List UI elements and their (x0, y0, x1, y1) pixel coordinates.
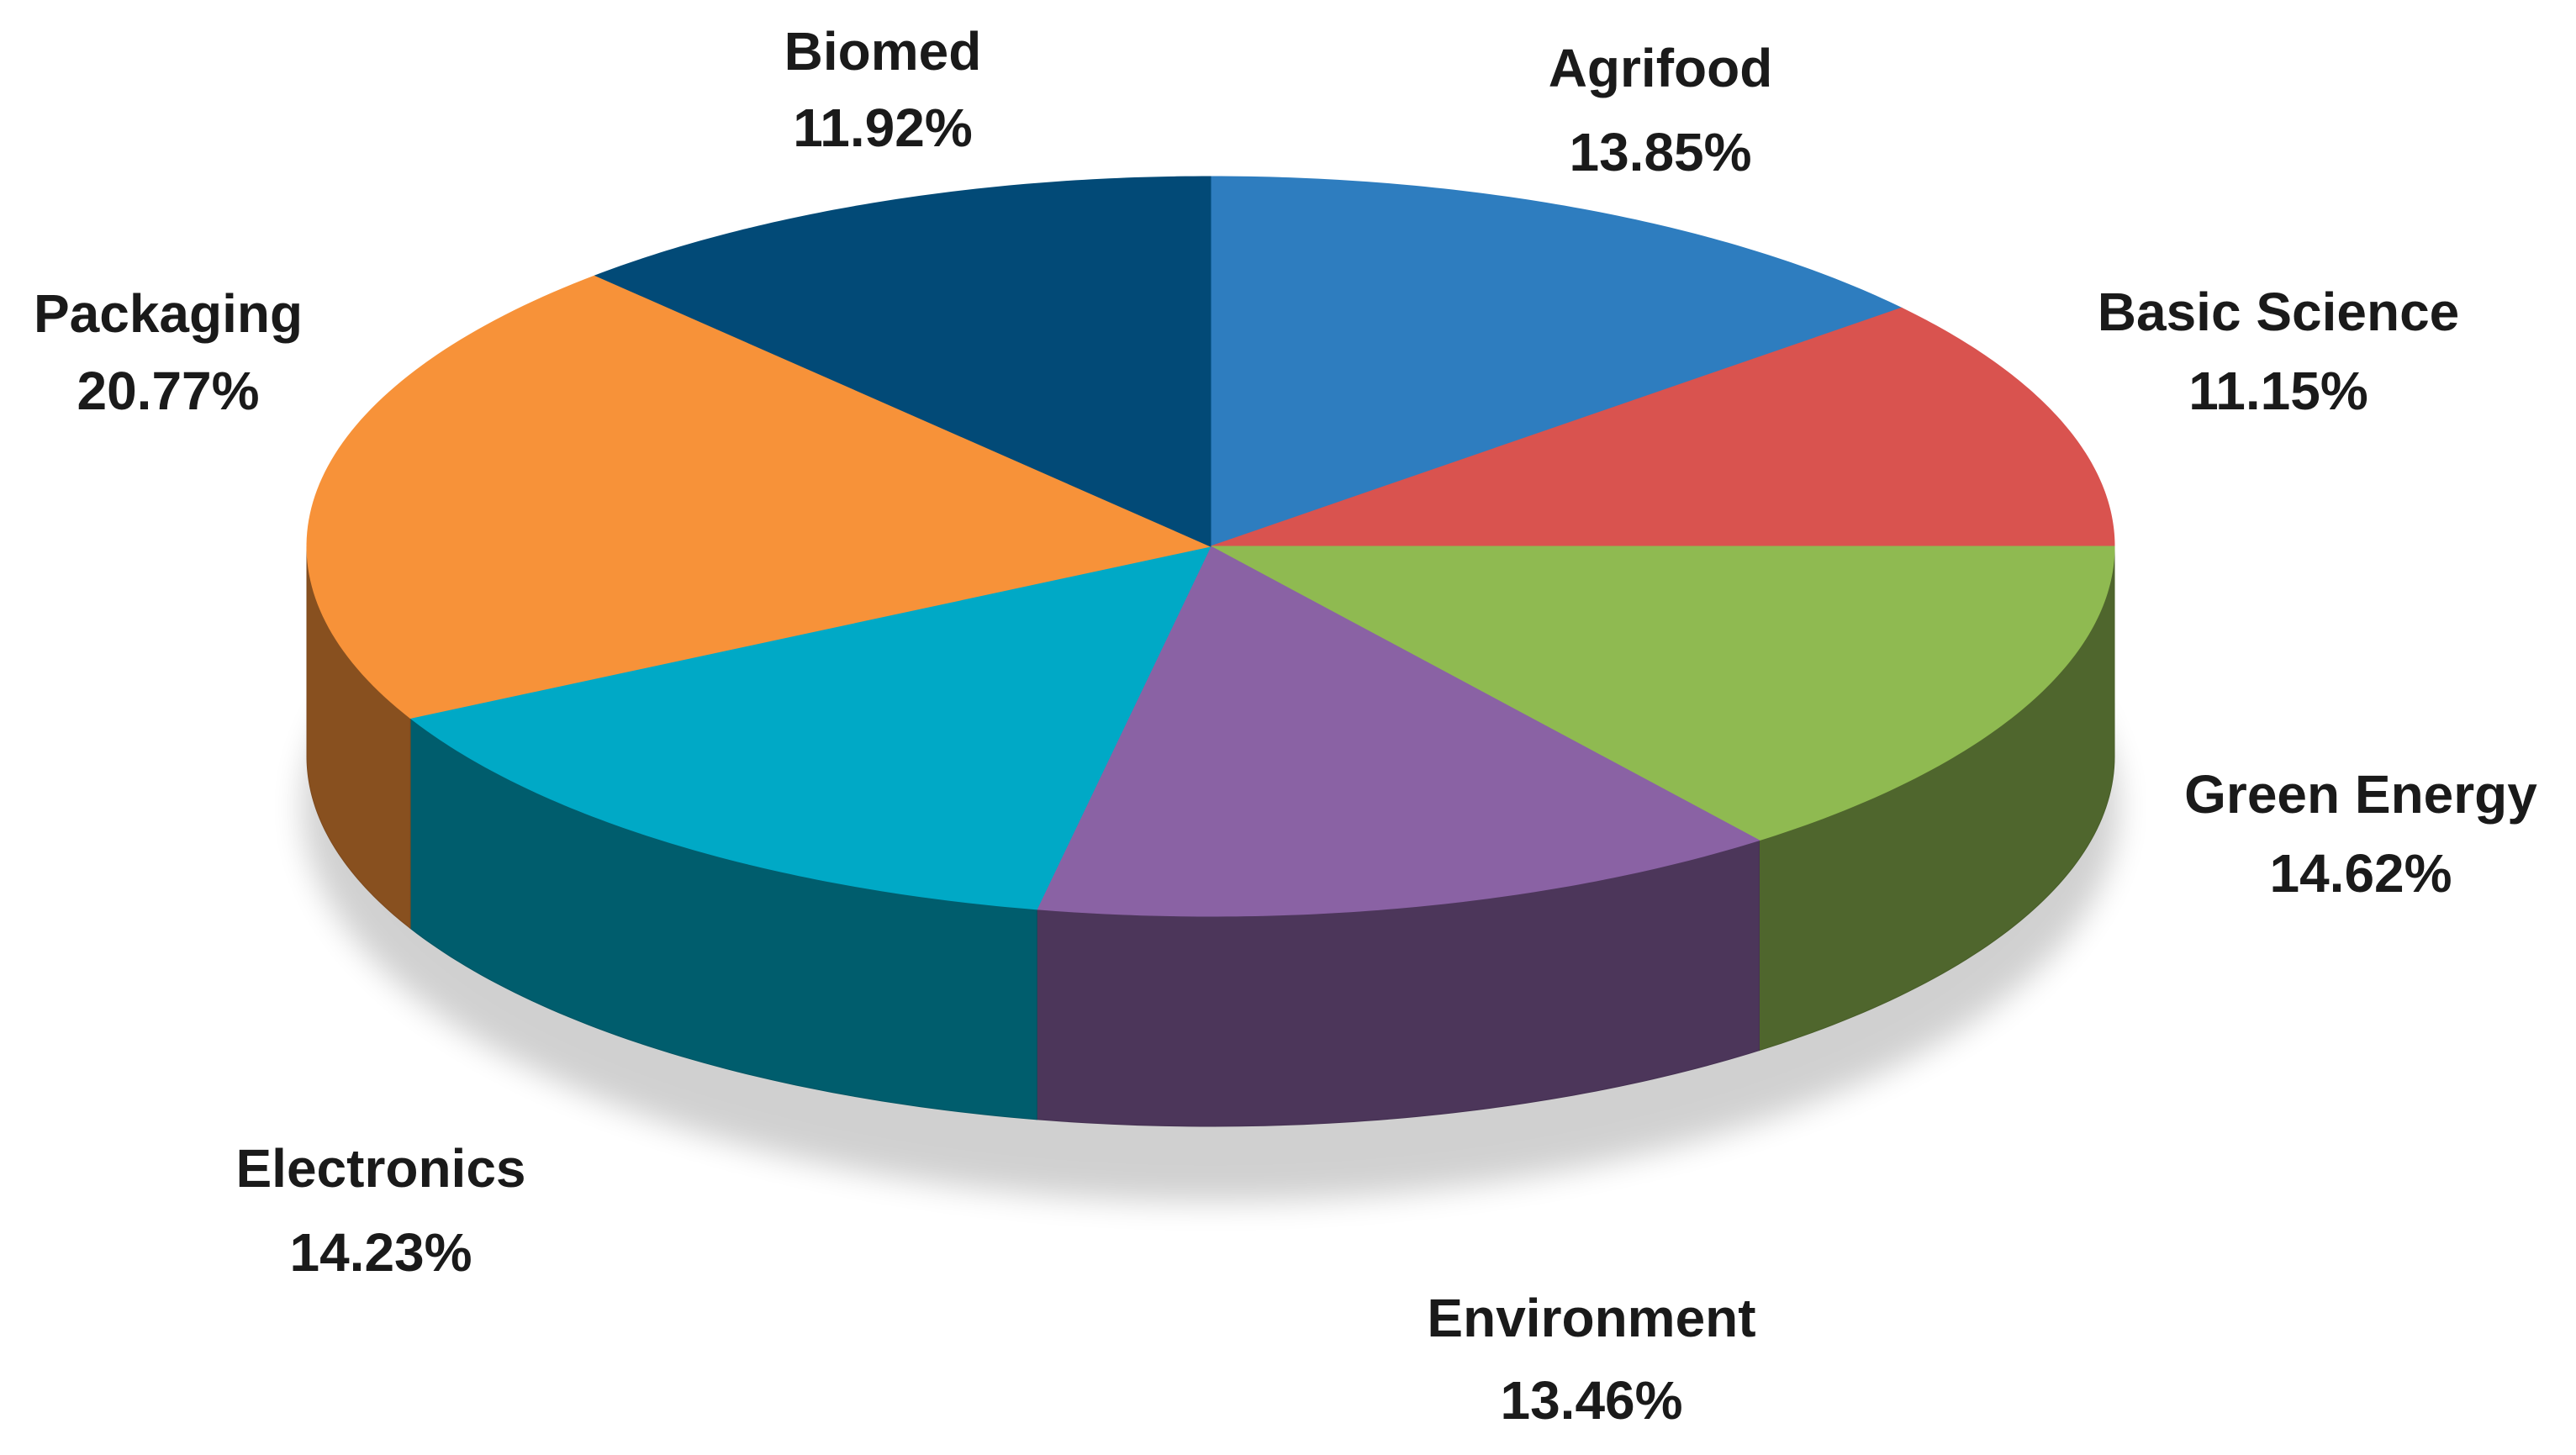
slice-label: Electronics (235, 1138, 525, 1199)
slice-value-label: 20.77% (77, 361, 259, 421)
slice-value-label: 13.46% (1500, 1370, 1682, 1431)
slice (1036, 546, 1760, 917)
slice-value-label: 13.85% (1569, 122, 1751, 182)
slice (306, 275, 1212, 719)
slice (1210, 546, 2115, 841)
slice (594, 176, 1211, 547)
slice-value-label: 14.23% (289, 1222, 472, 1283)
slice (1210, 307, 2115, 547)
slice-value-label: 14.62% (2269, 843, 2452, 904)
slice-label: Green Energy (2184, 764, 2537, 825)
slice-value-label: 11.92% (793, 98, 973, 158)
slice-value-label: 11.15% (2188, 361, 2368, 421)
slice-label: Agrifood (1549, 38, 1773, 98)
slice (409, 546, 1211, 910)
slice-label: Basic Science (2098, 282, 2460, 342)
slice-label: Environment (1427, 1288, 1755, 1348)
slice-label: Biomed (784, 21, 982, 82)
slice (1210, 176, 1903, 547)
slice-label: Packaging (34, 283, 303, 344)
